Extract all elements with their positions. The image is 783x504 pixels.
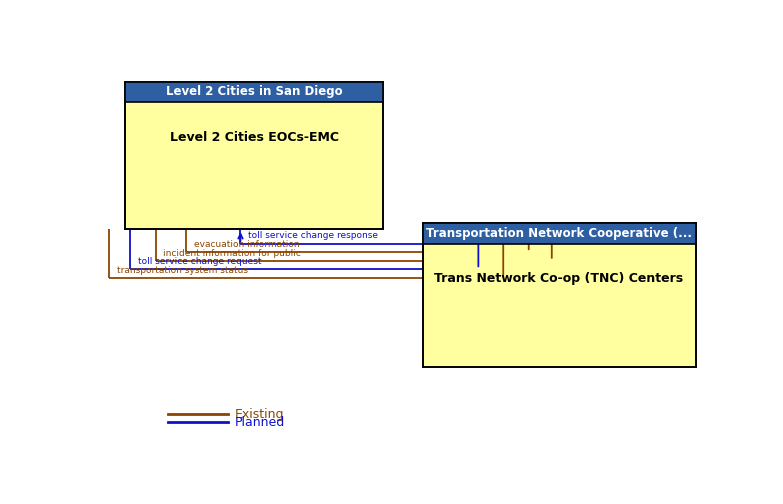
- Text: incident information for public: incident information for public: [164, 248, 301, 258]
- Text: Trans Network Co-op (TNC) Centers: Trans Network Co-op (TNC) Centers: [435, 272, 684, 285]
- Text: toll service change request: toll service change request: [138, 257, 262, 266]
- Text: Transportation Network Cooperative (...: Transportation Network Cooperative (...: [426, 227, 692, 240]
- Text: Planned: Planned: [234, 416, 285, 429]
- Text: Level 2 Cities EOCs-EMC: Level 2 Cities EOCs-EMC: [170, 131, 338, 144]
- Bar: [125, 82, 383, 102]
- Text: Level 2 Cities in San Diego: Level 2 Cities in San Diego: [166, 85, 342, 98]
- Text: Existing: Existing: [234, 408, 284, 421]
- Bar: [423, 223, 695, 243]
- Text: evacuation information: evacuation information: [193, 240, 299, 249]
- Text: toll service change response: toll service change response: [248, 231, 378, 240]
- Bar: [125, 82, 383, 229]
- Bar: [423, 223, 695, 367]
- Text: transportation system status: transportation system status: [117, 266, 247, 275]
